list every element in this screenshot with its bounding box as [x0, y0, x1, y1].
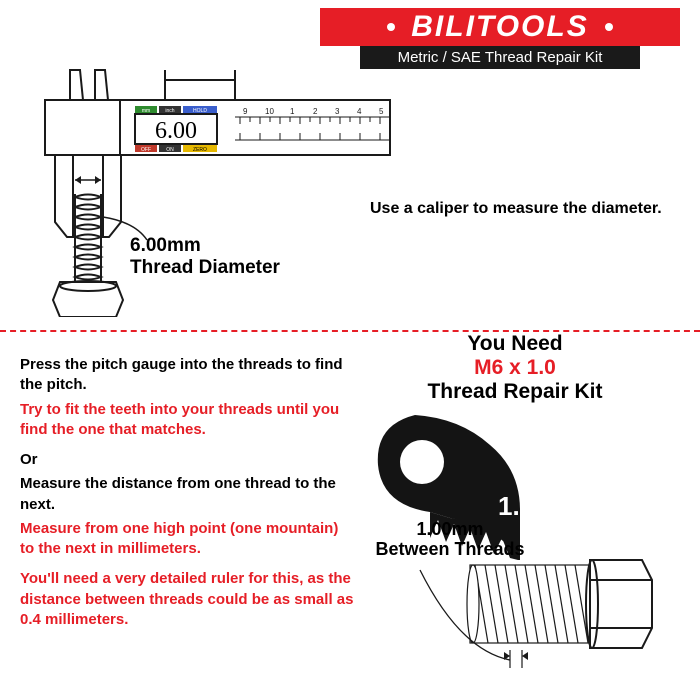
header: BILITOOLS Metric / SAE Thread Repair Kit: [320, 8, 680, 69]
or-label: Or: [20, 450, 355, 470]
svg-text:5: 5: [379, 107, 384, 116]
svg-text:ON: ON: [166, 147, 174, 153]
caliper-diagram: 6.00 mm inch HOLD OFF ON ZERO 9 10 1 2 3 4 5: [25, 62, 395, 317]
measure-heading: Measure the distance from one thread to …: [20, 474, 355, 515]
svg-text:mm: mm: [142, 108, 150, 114]
gauge-value: 1.0: [498, 491, 534, 521]
pitch-tip: Try to fit the teeth into your threads u…: [20, 400, 355, 441]
dot-icon: [605, 23, 613, 31]
svg-text:2: 2: [313, 107, 318, 116]
svg-text:4: 4: [357, 107, 362, 116]
svg-text:OFF: OFF: [141, 147, 151, 153]
svg-text:1: 1: [290, 107, 295, 116]
pitch-heading: Press the pitch gauge into the threads t…: [20, 355, 355, 396]
between-value: 1.00mm: [416, 519, 483, 539]
svg-text:HOLD: HOLD: [193, 108, 207, 114]
need-line3: Thread Repair Kit: [390, 380, 640, 404]
svg-text:3: 3: [335, 107, 340, 116]
caliper-readout: 6.00: [155, 118, 197, 144]
measure-tip-1: Measure from one high point (one mountai…: [20, 519, 355, 560]
diameter-label: 6.00mm Thread Diameter: [130, 235, 280, 279]
between-text: Between Threads: [375, 539, 524, 559]
instructions-block: Press the pitch gauge into the threads t…: [20, 355, 355, 640]
diameter-text: Thread Diameter: [130, 257, 280, 278]
measure-tip-2: You'll need a very detailed ruler for th…: [20, 569, 355, 630]
brand-text: BILITOOLS: [411, 10, 588, 44]
header-subtitle: Metric / SAE Thread Repair Kit: [360, 46, 641, 69]
brand-banner: BILITOOLS: [320, 8, 680, 46]
dot-icon: [387, 23, 395, 31]
svg-text:inch: inch: [165, 108, 174, 114]
svg-text:ZERO: ZERO: [193, 147, 207, 153]
diameter-value: 6.00mm: [130, 235, 201, 256]
caliper-hint: Use a caliper to measure the diameter.: [370, 200, 680, 218]
between-threads-label: 1.00mm Between Threads: [370, 520, 530, 560]
need-line1: You Need: [390, 332, 640, 356]
you-need-box: You Need M6 x 1.0 Thread Repair Kit: [390, 332, 640, 404]
svg-text:9: 9: [243, 107, 248, 116]
need-line2: M6 x 1.0: [390, 356, 640, 380]
svg-text:10: 10: [265, 107, 274, 116]
